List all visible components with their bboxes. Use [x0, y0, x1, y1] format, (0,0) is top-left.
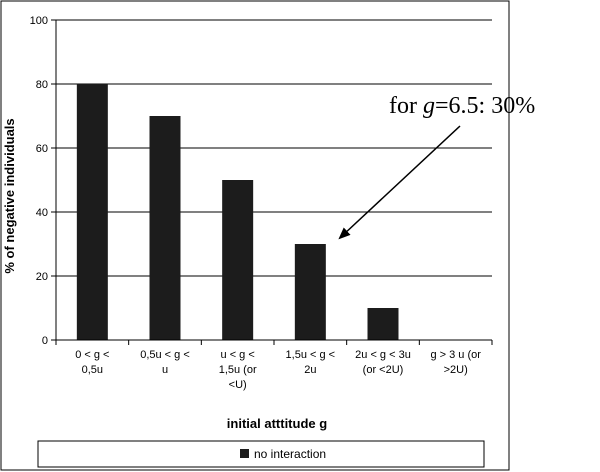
bar	[149, 116, 181, 340]
annotation-prefix: for	[389, 93, 423, 119]
annotation-text: for g=6.5: 30%	[389, 93, 535, 119]
y-tick-label: 60	[36, 143, 48, 155]
bar	[367, 308, 399, 340]
y-tick-label: 80	[36, 79, 48, 91]
x-tick-label: g > 3 u (or >2U)	[430, 349, 481, 376]
legend: no interaction	[37, 440, 485, 468]
y-axis-label: % of negative individuals	[2, 118, 17, 273]
x-tick-label: 2u < g < 3u (or <2U)	[355, 349, 411, 376]
x-tick-label: 0,5u < g < u	[140, 349, 190, 376]
bar	[294, 244, 326, 340]
y-tick-label: 20	[36, 271, 48, 283]
gridlines	[56, 19, 492, 277]
x-tick-label: 1,5u < g <2u	[286, 349, 336, 376]
annotation-variable: g	[423, 93, 435, 119]
x-axis: 0 < g <0,5u 0,5u < g < u u < g <1,5u (or <U)…	[55, 339, 493, 391]
x-tick-label: u < g <1,5u (or <U)	[219, 349, 257, 391]
legend-label: no interaction	[254, 447, 326, 461]
x-axis-label: initial atttitude g	[227, 416, 327, 431]
annotation-suffix: =6.5: 30%	[435, 93, 535, 119]
bar	[76, 84, 108, 340]
y-tick-label: 0	[42, 335, 48, 347]
legend-swatch	[240, 449, 249, 458]
x-tick-label: 0 < g <0,5u	[75, 349, 109, 376]
legend-box	[37, 440, 485, 468]
y-axis: 0 20 40 60 80 100	[30, 15, 57, 347]
bar	[222, 180, 254, 340]
annotation-arrow	[338, 125, 461, 240]
bars	[76, 84, 399, 340]
y-tick-label: 100	[30, 15, 48, 27]
y-tick-label: 40	[36, 207, 48, 219]
